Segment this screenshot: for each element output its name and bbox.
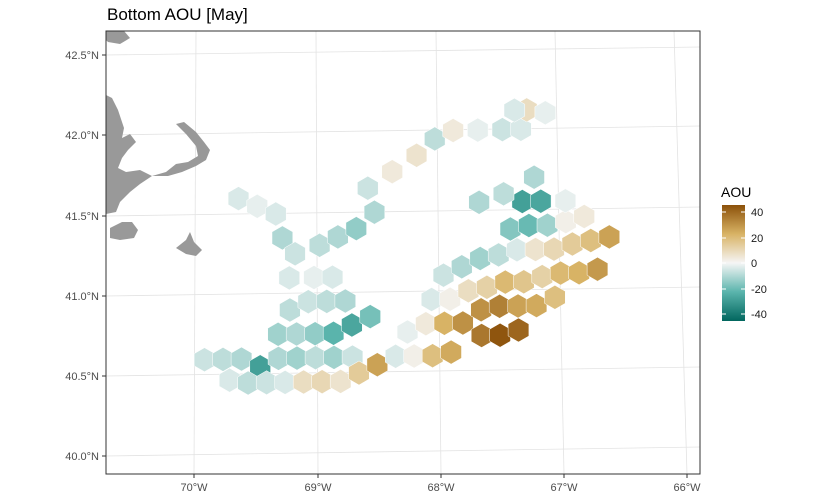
grid-lon-68 [435,31,442,474]
aou-cell-96 [492,181,515,207]
aou-cell-2 [230,346,253,372]
legend-title: AOU [721,184,751,200]
aou-cell-53 [586,256,609,282]
aou-cell-74 [265,201,287,227]
lat-label-40-5: 40.5°N [65,371,99,383]
grid-lat-42-5 [106,46,700,56]
land-layer [106,31,210,256]
cape-cod-land [106,95,210,214]
grid-lat-40-0 [106,446,700,457]
legend-tick-marks [722,211,745,315]
grid-lat-41-0 [106,286,700,297]
legend-label-m40: -40 [751,309,767,321]
aou-cell-73 [246,194,268,219]
grid-lon-66 [673,31,688,474]
aou-cell-95 [468,190,490,215]
aou-cell-76 [284,241,306,267]
aou-cell-72 [227,186,250,211]
legend-label-20: 20 [751,233,763,245]
aou-cell-88 [442,118,464,143]
lat-label-42-5: 42.5°N [65,50,99,62]
aou-cell-79 [321,264,344,290]
aou-cell-86 [405,143,428,168]
aou-cell-91 [510,117,532,142]
aou-cell-93 [534,100,556,126]
legend-label-m20: -20 [751,284,767,296]
legend-label-40: 40 [751,207,763,219]
aou-cell-71 [554,188,577,214]
lon-label-67: 67°W [550,482,578,494]
lat-label-41-5: 41.5°N [65,211,99,223]
aou-cell-77 [278,265,300,291]
aou-cell-9 [218,367,241,393]
lat-label-42-0: 42.0°N [65,130,99,142]
lon-label-68: 68°W [427,482,455,494]
aou-cell-31 [440,339,462,365]
marthas-vineyard-land [110,222,138,240]
lon-tick-labels: 70°W 69°W 68°W 67°W 66°W [180,482,701,494]
lat-tick-labels: 42.5°N 42.0°N 41.5°N 41.0°N 40.5°N 40.0°… [65,50,99,463]
aou-cell-23 [359,304,381,329]
panel-background [106,31,700,474]
aou-cell-43 [544,285,566,310]
map-title: Bottom AOU [May] [107,5,248,24]
lon-label-69: 69°W [304,482,332,494]
lat-label-41-0: 41.0°N [65,291,99,303]
aou-cell-89 [467,117,489,143]
north-shore-land [106,31,130,44]
grid-lat-41-5 [106,206,700,217]
aou-cell-94 [503,97,526,123]
grid-lat-42-0 [106,125,700,136]
aou-cells [193,97,620,396]
aou-cell-83 [363,199,386,225]
aou-cell-38 [507,317,530,343]
legend-colorbar [722,205,745,321]
nantucket-land [176,232,202,256]
aou-cell-70 [530,188,552,214]
lat-label-40-0: 40.0°N [65,451,99,463]
grid-lat-40-5 [106,366,700,377]
panel-border [105,30,701,475]
legend-label-0: 0 [751,258,757,270]
aou-cell-84 [357,175,379,201]
aou-cell-27 [334,288,356,314]
axis-ticks [102,54,688,478]
aou-cell-75 [271,225,294,251]
aou-cell-68 [573,204,595,229]
aou-cell-82 [345,216,367,241]
lon-label-66: 66°W [673,482,701,494]
aou-cell-85 [381,159,403,184]
aou-cell-97 [523,164,545,190]
lon-label-70: 70°W [180,482,208,494]
aou-cell-63 [598,224,620,250]
legend: AOU 40 20 0 -20 -40 [721,184,767,321]
